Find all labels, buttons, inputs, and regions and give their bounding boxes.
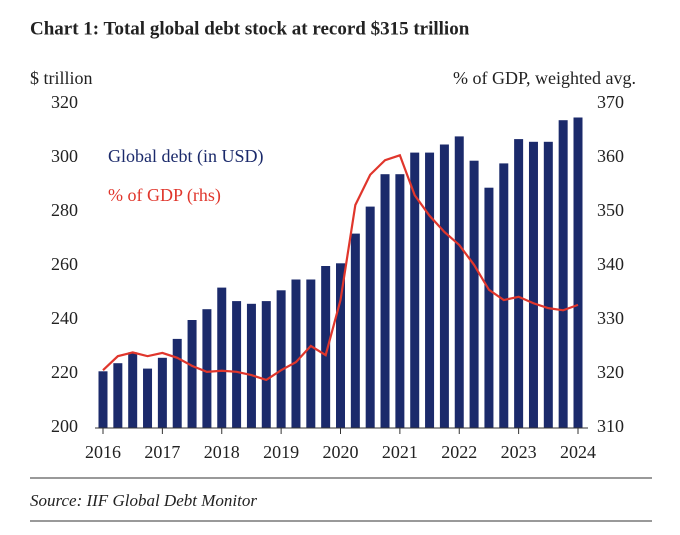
y2-tick-label: 370: [597, 92, 624, 112]
bar: [128, 352, 138, 428]
y-tick-label: 240: [51, 308, 78, 328]
y2-tick-label: 350: [597, 200, 624, 220]
bar: [514, 139, 524, 428]
bar: [217, 287, 227, 428]
bar: [336, 263, 345, 428]
x-tick-label: 2020: [323, 442, 359, 462]
x-tick-label: 2024: [560, 442, 596, 462]
bar: [425, 152, 435, 428]
x-tick-label: 2023: [501, 442, 537, 462]
bar: [543, 141, 553, 429]
legend-label: Global debt (in USD): [108, 146, 263, 167]
x-tick-label: 2019: [263, 442, 299, 462]
bar: [439, 144, 449, 428]
bar: [276, 290, 286, 428]
bar: [558, 120, 568, 428]
bar: [306, 279, 316, 428]
bar: [350, 233, 360, 428]
bar: [232, 301, 242, 428]
x-tick-label: 2016: [85, 442, 121, 462]
legend-label: % of GDP (rhs): [108, 185, 221, 206]
source: Source: IIF Global Debt Monitor: [30, 491, 257, 510]
bar: [499, 163, 509, 428]
bar: [410, 152, 420, 428]
y-tick-label: 280: [51, 200, 78, 220]
bar: [469, 160, 479, 428]
bar: [143, 368, 153, 428]
bar: [261, 301, 271, 428]
bar: [321, 266, 331, 428]
bar: [395, 174, 405, 428]
y2-tick-label: 330: [597, 308, 624, 328]
y2-tick-label: 360: [597, 146, 624, 166]
bar: [157, 357, 167, 428]
bar: [113, 363, 123, 428]
chart-title: Chart 1: Total global debt stock at reco…: [30, 18, 470, 39]
y2-tick-label: 320: [597, 362, 624, 382]
bar: [202, 309, 212, 428]
line: [102, 153, 579, 382]
y-tick-label: 220: [51, 362, 78, 382]
y-tick-label: 200: [51, 416, 78, 436]
y2-axis-label: % of GDP, weighted avg.: [453, 68, 636, 88]
y2-tick-label: 340: [597, 254, 624, 274]
x-tick-label: 2022: [441, 442, 477, 462]
y-tick-label: 320: [51, 92, 78, 112]
x-tick-label: 2018: [204, 442, 240, 462]
bar: [172, 338, 182, 428]
bar: [98, 371, 108, 428]
bar: [291, 279, 301, 428]
bar: [454, 136, 464, 428]
bar: [246, 303, 256, 428]
x-tick-label: 2017: [144, 442, 180, 462]
bar: [528, 141, 538, 429]
x-tick-label: 2021: [382, 442, 418, 462]
y-tick-label: 300: [51, 146, 78, 166]
bar: [573, 117, 583, 428]
bar: [365, 206, 375, 428]
y-axis-label: $ trillion: [30, 68, 93, 88]
y2-tick-label: 310: [597, 416, 624, 436]
bar: [380, 174, 390, 428]
bar: [484, 187, 494, 428]
bar: [187, 320, 197, 428]
y-tick-label: 260: [51, 254, 78, 274]
